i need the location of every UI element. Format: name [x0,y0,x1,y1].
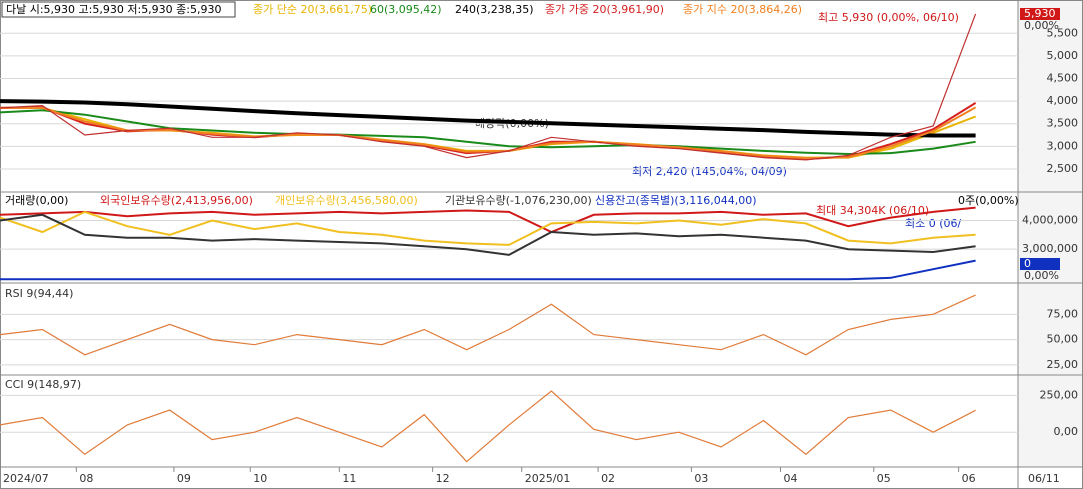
series-line [0,206,976,234]
y-tick-label: 4,500 [1047,72,1079,85]
right-label: 0,00% [1024,269,1059,282]
x-tick-label: 06 [962,472,976,485]
x-tick-label: 05 [877,472,891,485]
x-tick-label: 12 [436,472,450,485]
series-line [0,99,976,138]
y-tick-label: 4,000 [1047,94,1079,107]
y-tick-label: 75,00 [1047,307,1079,320]
y-tick-label: 5,000 [1047,49,1079,62]
series-line [0,259,976,281]
y-tick-label: 3,000,000 [1022,242,1078,255]
y-tick-label: 50,00 [1047,333,1079,346]
chart-title: 다날 시:5,930 고:5,930 저:5,930 종:5,930 [6,3,222,16]
title-box [1,1,236,18]
last-change: 0,00% [1024,19,1059,32]
x-tick-label: 2024/07 [3,472,49,485]
axis-column [1018,1,1082,467]
series-line [0,213,976,256]
y-tick-label: 3,500 [1047,117,1079,130]
annotation: 0주(0,00%) [958,194,1019,207]
y-tick-label: 3,000 [1047,139,1079,152]
y-tick-label: 5,500 [1047,26,1079,39]
legend-entry: 개인보유수량(3,456,580,00) [275,194,418,207]
series-line [0,109,976,156]
annotation: 최대 34,304K (06/10) [816,204,929,217]
x-tick-label: 03 [694,472,708,485]
y-tick-label: 0,00 [1054,425,1079,438]
last-date: 06/11 [1028,472,1060,485]
annotation: 최소 0 (06/ [905,217,962,230]
last-price: 5,930 [1024,7,1056,20]
x-tick-label: 2025/01 [525,472,571,485]
x-tick-label: 10 [253,472,267,485]
x-tick-label: 02 [601,472,615,485]
y-tick-label: 2,500 [1047,162,1079,175]
legend-entry: 종가 지수 20(3,864,26) [683,3,802,16]
legend-entry: 240(3,238,35) [455,3,534,16]
panel-title: CCI 9(148,97) [5,378,81,391]
annotation: 최고 5,930 (0,00%, 06/10) [818,11,959,24]
y-tick-label: 250,00 [1040,388,1079,401]
value-box [1020,258,1060,270]
legend-entry: 종가 단순 20(3,661,75) [253,3,372,16]
legend-entry: 거래량(0,00) [5,194,68,207]
x-tick-label: 04 [783,472,797,485]
price-box [1020,8,1060,20]
series-line [0,106,977,160]
series-line [0,390,976,463]
panel-title: RSI 9(94,44) [5,287,73,300]
legend-entry: 신용잔고(종목별)(3,116,044,00) [595,194,756,207]
x-tick-label: 08 [79,472,93,485]
legend-entry: 기관보유수량(-1,076,230,00) [445,194,592,207]
series-line [0,13,977,161]
y-tick-label: 4,000,000 [1022,214,1078,227]
legend-entry: 외국인보유수량(2,413,956,00) [100,194,253,207]
y-tick-label: 25,00 [1047,358,1079,371]
annotation: 최저 2,420 (145,04%, 04/09) [632,165,787,178]
x-tick-label: 11 [342,472,356,485]
right-label: 0 [1024,257,1031,270]
legend-entry: 60(3,095,42) [370,3,442,16]
series-line [0,294,976,356]
series-line [0,210,976,246]
x-tick-label: 09 [177,472,191,485]
legend-entry: 종가 가중 20(3,961,90) [545,3,664,16]
